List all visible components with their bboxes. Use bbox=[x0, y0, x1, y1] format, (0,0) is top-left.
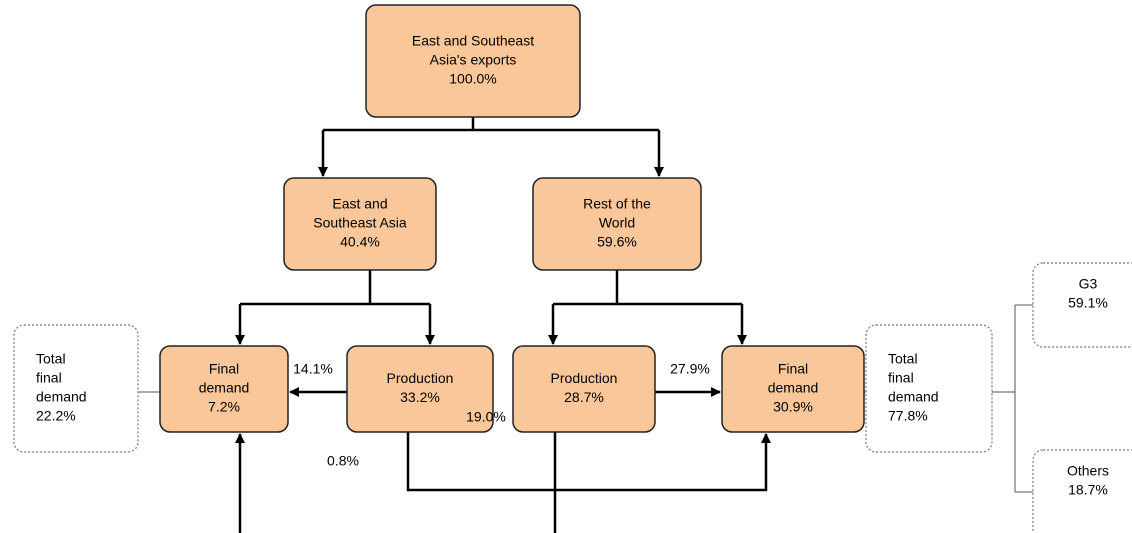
node-box bbox=[283, 177, 437, 271]
flow-label: 0.8% bbox=[327, 453, 359, 469]
node-label: Total bbox=[36, 351, 66, 367]
node-label: East and bbox=[332, 196, 387, 212]
node-label: demand bbox=[768, 380, 819, 396]
node-label: 33.2% bbox=[400, 389, 440, 405]
node-label: Asia's exports bbox=[430, 52, 517, 68]
node-label: Production bbox=[387, 370, 454, 386]
node-label: 7.2% bbox=[208, 399, 240, 415]
connectors bbox=[138, 117, 1033, 533]
node-label: final bbox=[36, 370, 62, 386]
connector bbox=[323, 117, 659, 132]
connector bbox=[240, 270, 430, 306]
node-label: Total bbox=[888, 351, 918, 367]
arrow bbox=[406, 432, 771, 492]
node-box bbox=[721, 345, 865, 433]
summary-box bbox=[1032, 262, 1132, 348]
flow-label: 27.9% bbox=[670, 361, 710, 377]
connector bbox=[138, 304, 1033, 493]
node-label: 100.0% bbox=[449, 71, 496, 87]
node-label: World bbox=[599, 215, 635, 231]
node-box bbox=[159, 345, 289, 433]
node-box bbox=[512, 345, 656, 433]
node-label: G3 bbox=[1079, 276, 1098, 292]
flow-label: 14.1% bbox=[293, 361, 333, 377]
node-label: 30.9% bbox=[773, 399, 813, 415]
node-label: 77.8% bbox=[888, 408, 928, 424]
flow-label: 19.0% bbox=[466, 409, 506, 425]
node-label: Production bbox=[551, 370, 618, 386]
node-label: 22.2% bbox=[36, 408, 76, 424]
node-label: Final bbox=[778, 361, 808, 377]
node-label: demand bbox=[36, 389, 87, 405]
node-label: final bbox=[888, 370, 914, 386]
summary-box bbox=[865, 324, 993, 453]
node-label: East and Southeast bbox=[412, 33, 534, 49]
node-box bbox=[365, 4, 581, 118]
node-label: 59.1% bbox=[1068, 295, 1108, 311]
node-label: Southeast Asia bbox=[313, 215, 407, 231]
connector bbox=[553, 270, 742, 306]
node-box bbox=[346, 345, 494, 433]
node-label: Rest of the bbox=[583, 196, 651, 212]
node-box bbox=[532, 177, 702, 271]
summary-box bbox=[1032, 449, 1132, 533]
node-label: demand bbox=[888, 389, 939, 405]
node-label: 18.7% bbox=[1068, 482, 1108, 498]
node-label: 59.6% bbox=[597, 234, 637, 250]
node-label: Others bbox=[1067, 463, 1109, 479]
node-label: 28.7% bbox=[564, 389, 604, 405]
node-label: Final bbox=[209, 361, 239, 377]
node-label: demand bbox=[199, 380, 250, 396]
node-label: 40.4% bbox=[340, 234, 380, 250]
summary-box bbox=[13, 324, 139, 453]
